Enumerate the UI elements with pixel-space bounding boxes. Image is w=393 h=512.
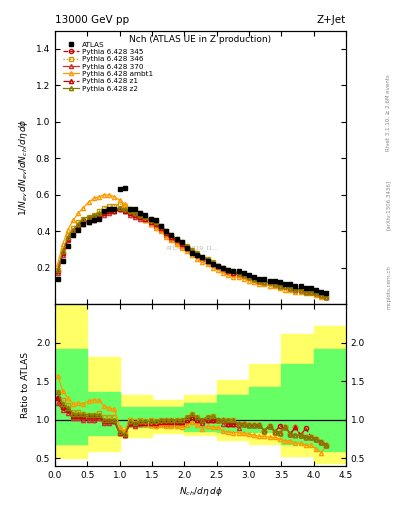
Line: Pythia 6.428 345: Pythia 6.428 345 [55, 207, 329, 299]
Y-axis label: Ratio to ATLAS: Ratio to ATLAS [21, 352, 30, 418]
Pythia 6.428 ambt1 [231, 274, 236, 280]
Pythia 6.428 z2 [133, 210, 138, 216]
Pythia 6.428 346 [133, 208, 138, 215]
Pythia 6.428 z1 [117, 206, 122, 212]
Line: Pythia 6.428 ambt1: Pythia 6.428 ambt1 [55, 193, 329, 299]
Line: ATLAS: ATLAS [55, 185, 329, 296]
Pythia 6.428 345 [267, 280, 272, 286]
Pythia 6.428 345 [55, 268, 60, 274]
Pythia 6.428 ambt1 [221, 270, 226, 276]
Pythia 6.428 z1 [221, 265, 226, 271]
Pythia 6.428 z1 [267, 280, 272, 286]
Pythia 6.428 z1 [231, 270, 236, 276]
Pythia 6.428 z2 [221, 265, 226, 271]
Pythia 6.428 z1 [55, 268, 60, 274]
Pythia 6.428 370 [215, 263, 220, 269]
Text: [arXiv:1306.3436]: [arXiv:1306.3436] [386, 180, 391, 230]
Line: Pythia 6.428 346: Pythia 6.428 346 [55, 202, 329, 299]
Pythia 6.428 346 [215, 263, 220, 269]
ATLAS [133, 206, 138, 212]
ATLAS [221, 265, 226, 271]
Pythia 6.428 ambt1 [215, 267, 220, 273]
Text: mcplots.cern.ch: mcplots.cern.ch [386, 265, 391, 309]
Pythia 6.428 345 [324, 294, 329, 300]
Pythia 6.428 z2 [55, 267, 60, 273]
Pythia 6.428 346 [324, 294, 329, 300]
Text: Z+Jet: Z+Jet [317, 15, 346, 25]
Text: Nch (ATLAS UE in Z production): Nch (ATLAS UE in Z production) [129, 35, 272, 44]
Pythia 6.428 z1 [215, 263, 220, 269]
Pythia 6.428 370 [298, 287, 303, 293]
Pythia 6.428 ambt1 [319, 294, 324, 300]
Pythia 6.428 345 [221, 265, 226, 271]
Pythia 6.428 346 [221, 265, 226, 271]
Pythia 6.428 z2 [267, 280, 272, 286]
Pythia 6.428 370 [55, 270, 60, 276]
Pythia 6.428 370 [133, 214, 138, 220]
Pythia 6.428 z2 [215, 263, 220, 269]
Pythia 6.428 ambt1 [55, 261, 60, 267]
ATLAS [123, 184, 127, 190]
ATLAS [298, 283, 303, 289]
Pythia 6.428 345 [298, 287, 303, 293]
Pythia 6.428 z1 [133, 212, 138, 218]
Pythia 6.428 z2 [324, 294, 329, 300]
Pythia 6.428 370 [324, 294, 329, 300]
Pythia 6.428 345 [215, 263, 220, 269]
Text: Rivet 3.1.10, ≥ 2.6M events: Rivet 3.1.10, ≥ 2.6M events [386, 74, 391, 151]
Pythia 6.428 ambt1 [102, 192, 107, 198]
Y-axis label: $1/N_{ev}\,dN_{ev}/dN_{ch}/d\eta\,d\phi$: $1/N_{ev}\,dN_{ev}/dN_{ch}/d\eta\,d\phi$ [17, 119, 30, 216]
X-axis label: $N_{ch}/d\eta\,d\phi$: $N_{ch}/d\eta\,d\phi$ [178, 485, 222, 498]
Line: Pythia 6.428 z1: Pythia 6.428 z1 [55, 207, 329, 299]
Text: ATLAS_2019_I1...: ATLAS_2019_I1... [165, 246, 219, 251]
Pythia 6.428 370 [221, 267, 226, 273]
ATLAS [215, 263, 220, 269]
Pythia 6.428 345 [133, 212, 138, 218]
Pythia 6.428 370 [267, 280, 272, 286]
Pythia 6.428 z1 [324, 294, 329, 300]
ATLAS [267, 278, 272, 284]
Pythia 6.428 ambt1 [133, 210, 138, 216]
Pythia 6.428 370 [231, 270, 236, 276]
Pythia 6.428 345 [117, 206, 122, 212]
Pythia 6.428 z1 [298, 287, 303, 293]
Pythia 6.428 346 [117, 201, 122, 207]
Text: 13000 GeV pp: 13000 GeV pp [55, 15, 129, 25]
Pythia 6.428 z2 [231, 268, 236, 274]
ATLAS [231, 268, 236, 274]
Pythia 6.428 ambt1 [267, 283, 272, 289]
Pythia 6.428 346 [55, 267, 60, 273]
Pythia 6.428 ambt1 [324, 294, 329, 300]
Line: Pythia 6.428 370: Pythia 6.428 370 [55, 207, 329, 299]
Pythia 6.428 346 [231, 268, 236, 274]
Pythia 6.428 345 [231, 270, 236, 276]
Pythia 6.428 z2 [298, 287, 303, 293]
Pythia 6.428 346 [267, 280, 272, 286]
Pythia 6.428 ambt1 [236, 274, 241, 280]
Pythia 6.428 370 [117, 206, 122, 212]
Line: Pythia 6.428 z2: Pythia 6.428 z2 [55, 205, 329, 299]
Pythia 6.428 z2 [117, 205, 122, 211]
ATLAS [55, 275, 60, 282]
Pythia 6.428 346 [298, 287, 303, 293]
Legend: ATLAS, Pythia 6.428 345, Pythia 6.428 346, Pythia 6.428 370, Pythia 6.428 ambt1,: ATLAS, Pythia 6.428 345, Pythia 6.428 34… [62, 40, 154, 93]
ATLAS [324, 290, 329, 296]
